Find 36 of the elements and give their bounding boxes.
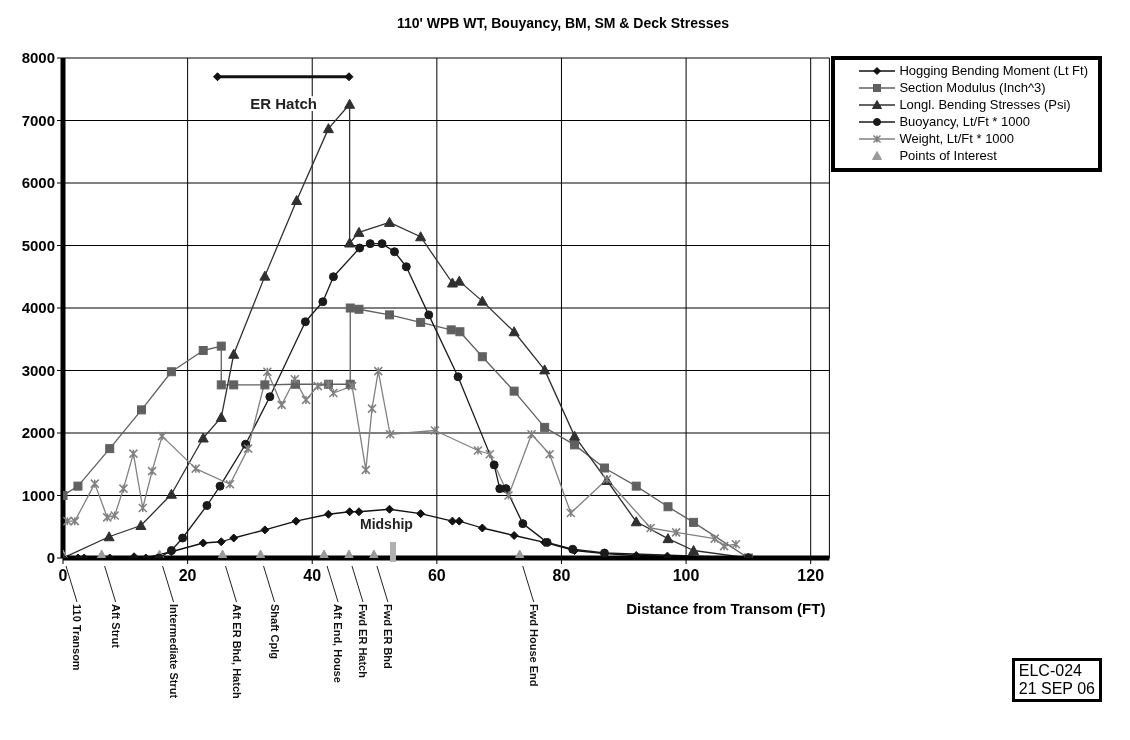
legend-label: Weight, Lt/Ft * 1000: [899, 131, 1015, 146]
annotation: Fwd ER Hatch: [356, 604, 369, 679]
legend-label: Section Modulus (Inch^3): [899, 80, 1046, 95]
annotation: Fwd House End: [527, 604, 540, 687]
y-tick-label: 6000: [21, 174, 55, 192]
y-tick-label: 4000: [21, 299, 55, 317]
annotation: Aft ER Bhd, Hatch: [230, 604, 243, 699]
annotation: Aft End, House: [332, 604, 345, 683]
x-tick-label: 20: [178, 567, 197, 585]
x-tick-label: 40: [303, 567, 322, 585]
legend-label: Hogging Bending Moment (Lt Ft): [899, 63, 1088, 78]
y-tick-label: 8000: [21, 49, 55, 67]
chart-title: 110' WPB WT, Bouyancy, BM, SM & Deck Stresses: [395, 14, 731, 33]
x-tick-label: 80: [552, 567, 571, 585]
legend-label: Buoyancy, Lt/Ft * 1000: [899, 114, 1030, 129]
y-tick-label: 1000: [21, 486, 55, 504]
legend-label: Points of Interest: [899, 148, 997, 163]
text: ELC-024: [1018, 662, 1083, 680]
legend-label: Longl. Bending Stresses (Psi): [899, 97, 1071, 112]
y-tick-label: 7000: [21, 111, 55, 129]
x-tick-label: 60: [427, 567, 446, 585]
x-tick-label: 0: [58, 567, 68, 585]
text: 21 SEP 06: [1018, 680, 1095, 698]
x-tick-label: 120: [797, 567, 825, 585]
y-tick-label: 2000: [21, 424, 55, 442]
annotation: Shaft Cplg: [268, 604, 281, 659]
annotation: Intermediate Strut: [167, 604, 180, 699]
annotation: 110 Transom: [71, 604, 83, 671]
y-tick-label: 0: [46, 549, 55, 567]
annotation: Aft Strut: [109, 604, 122, 649]
annotation: Midship: [360, 516, 413, 532]
y-tick-label: 3000: [21, 361, 55, 379]
x-tick-label: 100: [672, 567, 700, 585]
x-axis-title: Distance from Transom (FT): [626, 600, 826, 617]
annotation: Fwd ER Bhd: [381, 604, 394, 669]
y-tick-label: 5000: [21, 236, 55, 254]
